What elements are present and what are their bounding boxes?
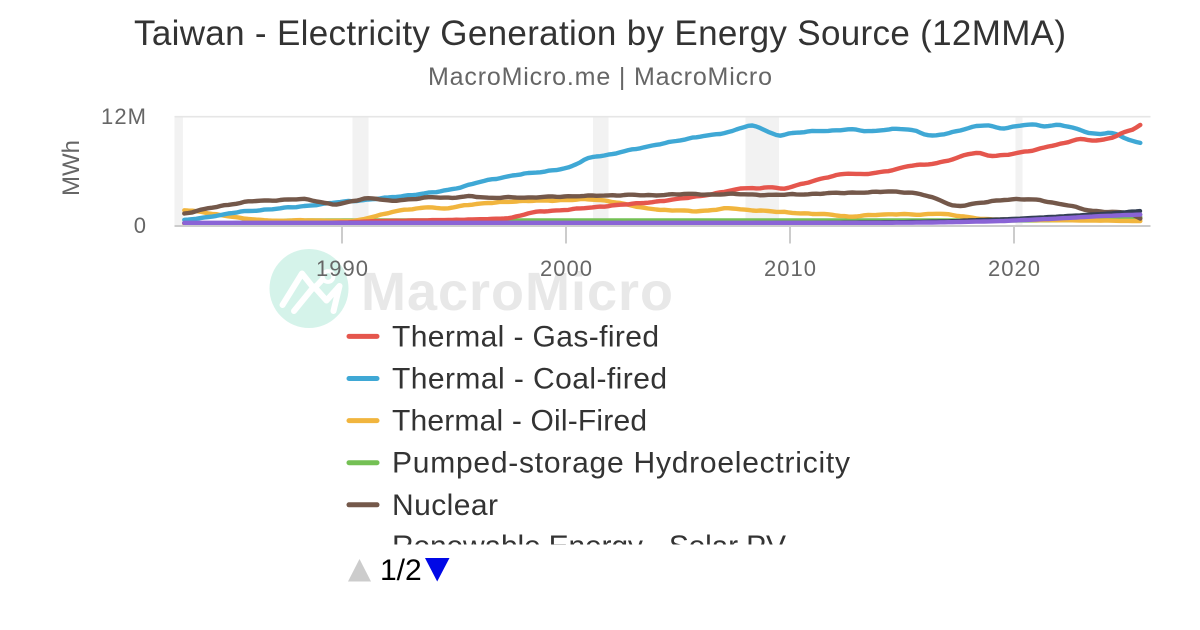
- svg-text:Taiwan - Electricity Generatio: Taiwan - Electricity Generation by Energ…: [134, 14, 1066, 53]
- svg-text:2010: 2010: [764, 256, 816, 281]
- svg-text:MacroMicro.me | MacroMicro: MacroMicro.me | MacroMicro: [428, 63, 772, 91]
- svg-text:MWh: MWh: [58, 140, 85, 196]
- svg-text:Nuclear: Nuclear: [392, 489, 498, 522]
- svg-text:2000: 2000: [540, 256, 592, 281]
- svg-text:Thermal - Oil-Fired: Thermal - Oil-Fired: [392, 405, 647, 438]
- svg-text:1990: 1990: [316, 256, 368, 281]
- svg-text:1/2: 1/2: [380, 554, 422, 587]
- svg-text:MacroMicro: MacroMicro: [361, 262, 674, 322]
- svg-text:2020: 2020: [988, 256, 1040, 281]
- svg-text:0: 0: [134, 213, 146, 238]
- svg-text:Thermal - Coal-fired: Thermal - Coal-fired: [392, 363, 667, 396]
- svg-text:12M: 12M: [101, 104, 146, 129]
- svg-text:Thermal - Gas-fired: Thermal - Gas-fired: [392, 320, 659, 353]
- svg-text:Renewable Energy - Solar PV: Renewable Energy - Solar PV: [392, 530, 786, 563]
- svg-text:Pumped-storage Hydroelectricit: Pumped-storage Hydroelectricity: [392, 447, 850, 480]
